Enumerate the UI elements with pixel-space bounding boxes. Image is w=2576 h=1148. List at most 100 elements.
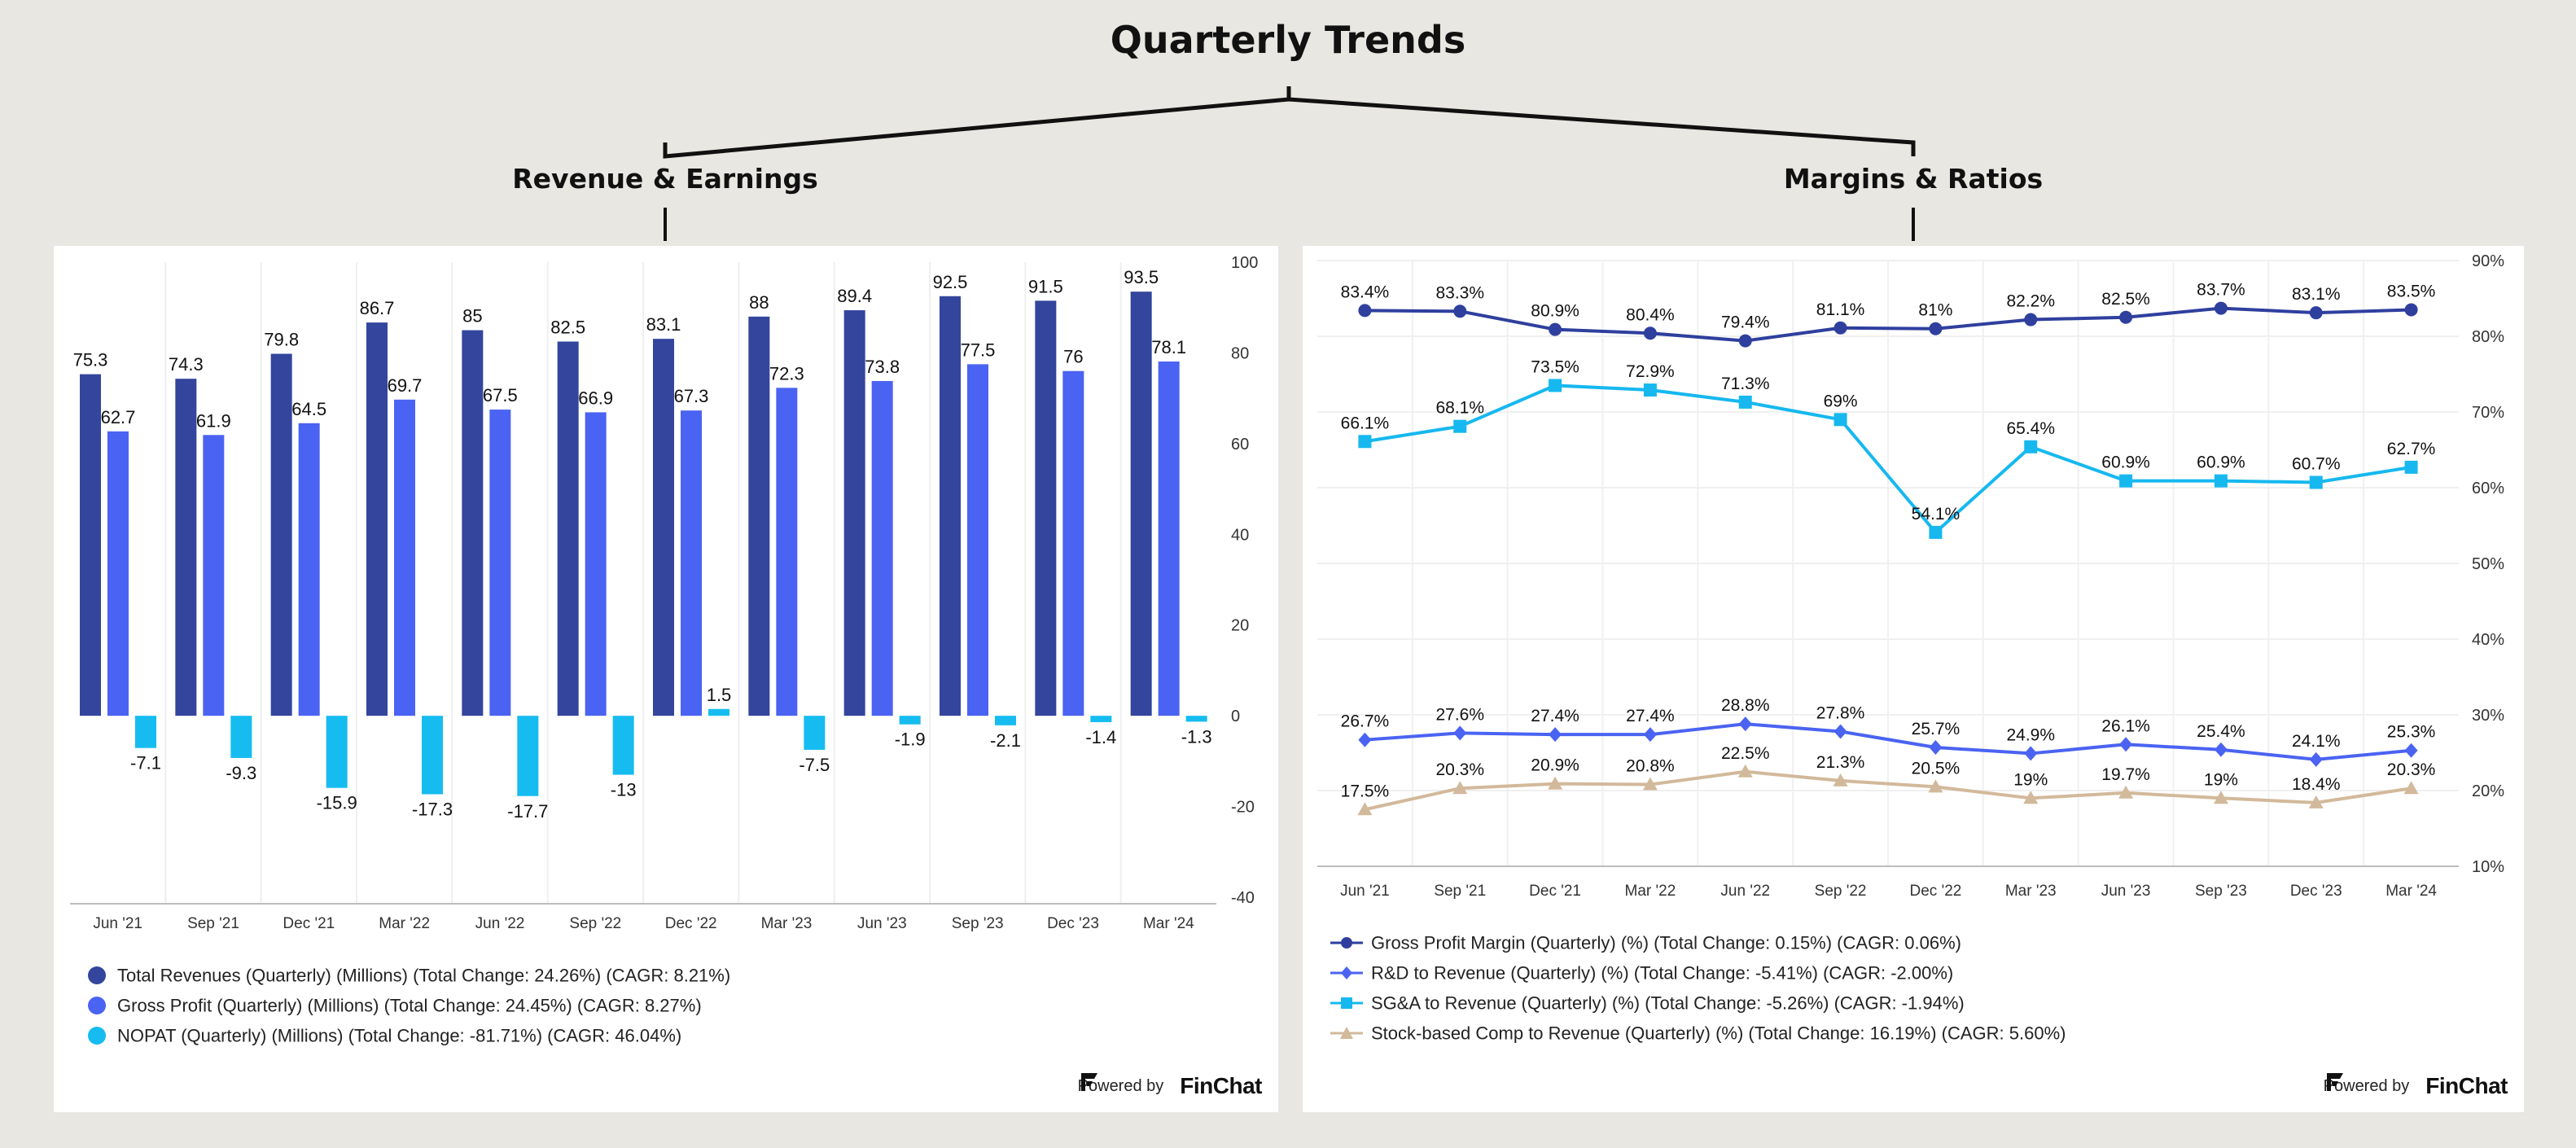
y-tick-label: 20% xyxy=(2472,782,2504,800)
y-tick-label: -20 xyxy=(1231,799,1255,817)
point-sg-a-to-revenue xyxy=(2024,440,2038,454)
data-label-total-revenues: 89.4 xyxy=(837,286,872,306)
point-stock-based-comp-to-revenue xyxy=(2023,791,2039,804)
x-tick-label: Jun '21 xyxy=(1340,883,1390,900)
data-label-gross-profit-margin: 82.5% xyxy=(2101,290,2150,309)
bar-total-revenues xyxy=(80,374,101,716)
data-label-r-d-to-revenue: 25.7% xyxy=(1912,720,1960,738)
bar-total-revenues xyxy=(748,316,770,716)
point-sg-a-to-revenue xyxy=(2309,475,2323,489)
legend-item-sbc-revenue[interactable]: Stock-based Comp to Revenue (Quarterly) … xyxy=(1330,1017,2066,1047)
legend-item-total-revenues[interactable]: Total Revenues (Quarterly) (Millions) (T… xyxy=(86,959,730,989)
legend-item-gross-margin[interactable]: Gross Profit Margin (Quarterly) (%) (Tot… xyxy=(1330,927,2066,957)
margins-ratios-panel: 90% 80% 70% 60% 50% 40% 30% 20% 10% Jun '21 Sep '2… xyxy=(1303,246,2524,1112)
left-panel-title: Revenue & Earnings xyxy=(512,163,818,195)
series-line-r-d-to-revenue xyxy=(1365,722,2412,761)
x-tick-label: Mar '22 xyxy=(1625,883,1676,900)
legend-item-rd-revenue[interactable]: R&D to Revenue (Quarterly) (%) (Total Ch… xyxy=(1330,957,2066,987)
x-tick-label: Jun '22 xyxy=(1720,883,1770,900)
bar-gross-profit xyxy=(107,431,129,716)
point-sg-a-to-revenue xyxy=(1358,435,1372,449)
legend-item-gross-profit[interactable]: Gross Profit (Quarterly) (Millions) (Tot… xyxy=(86,989,730,1019)
data-label-nopat: -17.3 xyxy=(412,800,453,820)
point-sg-a-to-revenue xyxy=(2214,474,2228,488)
data-label-nopat: -7.5 xyxy=(799,755,830,775)
data-label-gross-profit: 64.5 xyxy=(291,399,326,419)
data-label-stock-based-comp-to-revenue: 20.5% xyxy=(1912,759,1960,778)
x-tick-label: Jun '21 xyxy=(93,915,142,932)
y-tick-label: 90% xyxy=(2472,252,2504,270)
point-r-d-to-revenue xyxy=(1738,716,1752,732)
x-tick-label: Dec '22 xyxy=(665,915,717,932)
powered-by-finchat[interactable]: Powered by FinChat xyxy=(2324,1071,2508,1101)
bar-total-revenues xyxy=(270,353,292,716)
data-label-stock-based-comp-to-revenue: 20.3% xyxy=(1435,760,1484,779)
point-stock-based-comp-to-revenue xyxy=(1928,779,1943,793)
legend-item-sga-revenue[interactable]: SG&A to Revenue (Quarterly) (%) (Total C… xyxy=(1330,987,2066,1017)
legend-item-nopat[interactable]: NOPAT (Quarterly) (Millions) (Total Chan… xyxy=(86,1019,730,1049)
data-label-nopat: -1.3 xyxy=(1181,726,1212,747)
finchat-brand: FinChat xyxy=(1180,1073,1262,1098)
y-tick-label: 40 xyxy=(1231,526,1249,544)
point-r-d-to-revenue xyxy=(2024,746,2038,761)
point-r-d-to-revenue xyxy=(2404,743,2418,758)
data-label-total-revenues: 86.7 xyxy=(360,298,395,318)
data-label-sg-a-to-revenue: 69% xyxy=(1824,392,1858,410)
legend-swatch-total-revenues xyxy=(88,966,106,985)
point-r-d-to-revenue xyxy=(2214,742,2228,757)
data-label-nopat: -13 xyxy=(611,780,637,800)
bar-nopat xyxy=(422,716,443,795)
powered-by-label: Powered by xyxy=(2323,1076,2410,1095)
data-label-sg-a-to-revenue: 60.7% xyxy=(2292,454,2341,473)
bar-gross-profit xyxy=(489,410,511,716)
x-tick-label: Mar '24 xyxy=(2385,883,2437,900)
bar-total-revenues xyxy=(175,379,197,716)
legend-label: Gross Profit (Quarterly) (Millions) (Tot… xyxy=(117,995,702,1016)
point-sg-a-to-revenue xyxy=(1929,525,1943,539)
point-stock-based-comp-to-revenue xyxy=(1452,781,1468,795)
legend-swatch-gross-margin xyxy=(1330,937,1363,949)
data-label-stock-based-comp-to-revenue: 21.3% xyxy=(1816,753,1865,772)
data-label-gross-profit-margin: 83.3% xyxy=(1435,283,1484,302)
finchat-brand: FinChat xyxy=(2425,1073,2508,1098)
point-stock-based-comp-to-revenue xyxy=(1833,773,1848,787)
bar-nopat xyxy=(995,716,1016,725)
point-sg-a-to-revenue xyxy=(1549,379,1562,392)
series-line-stock-based-comp-to-revenue xyxy=(1364,769,2412,812)
data-label-nopat: -17.7 xyxy=(507,801,548,822)
right-panel-title: Margins & Ratios xyxy=(1783,163,2044,195)
y-tick-label: 70% xyxy=(2472,404,2504,422)
data-label-total-revenues: 85 xyxy=(462,306,482,326)
point-gross-profit-margin xyxy=(2119,310,2133,324)
point-gross-profit-margin xyxy=(1929,322,1943,335)
data-label-stock-based-comp-to-revenue: 20.3% xyxy=(2387,760,2436,779)
x-tick-label: Mar '23 xyxy=(2005,883,2057,900)
data-label-total-revenues: 82.5 xyxy=(550,318,585,338)
x-tick-label: Mar '23 xyxy=(761,915,813,932)
point-r-d-to-revenue xyxy=(2119,737,2133,752)
powered-by-finchat[interactable]: Powered by FinChat xyxy=(1078,1071,1262,1101)
title-tree-connector xyxy=(663,86,1916,241)
bar-gross-profit xyxy=(1062,370,1084,716)
point-sg-a-to-revenue xyxy=(1453,419,1467,433)
powered-by-label: Powered by xyxy=(1077,1076,1164,1095)
bar-nopat xyxy=(230,716,252,758)
data-label-gross-profit-margin: 81% xyxy=(1918,301,1952,320)
data-label-stock-based-comp-to-revenue: 19% xyxy=(2013,770,2048,789)
data-label-nopat: 1.5 xyxy=(707,685,732,705)
legend-label: Total Revenues (Quarterly) (Millions) (T… xyxy=(117,965,731,986)
bar-total-revenues xyxy=(557,341,579,716)
point-stock-based-comp-to-revenue xyxy=(2403,781,2419,795)
data-label-nopat: -15.9 xyxy=(317,793,357,813)
data-label-r-d-to-revenue: 24.1% xyxy=(2292,732,2341,751)
x-tick-label: Sep '23 xyxy=(952,915,1004,932)
bar-total-revenues xyxy=(1035,300,1057,716)
legend-label: NOPAT (Quarterly) (Millions) (Total Chan… xyxy=(117,1025,682,1046)
finchat-logo-icon xyxy=(2326,1073,2343,1091)
data-label-r-d-to-revenue: 25.3% xyxy=(2387,723,2436,742)
data-label-nopat: -9.3 xyxy=(226,763,256,783)
data-label-stock-based-comp-to-revenue: 20.9% xyxy=(1531,756,1579,775)
x-tick-label: Mar '24 xyxy=(1143,915,1194,932)
data-label-sg-a-to-revenue: 73.5% xyxy=(1531,357,1579,376)
x-tick-label: Sep '21 xyxy=(1434,883,1486,900)
